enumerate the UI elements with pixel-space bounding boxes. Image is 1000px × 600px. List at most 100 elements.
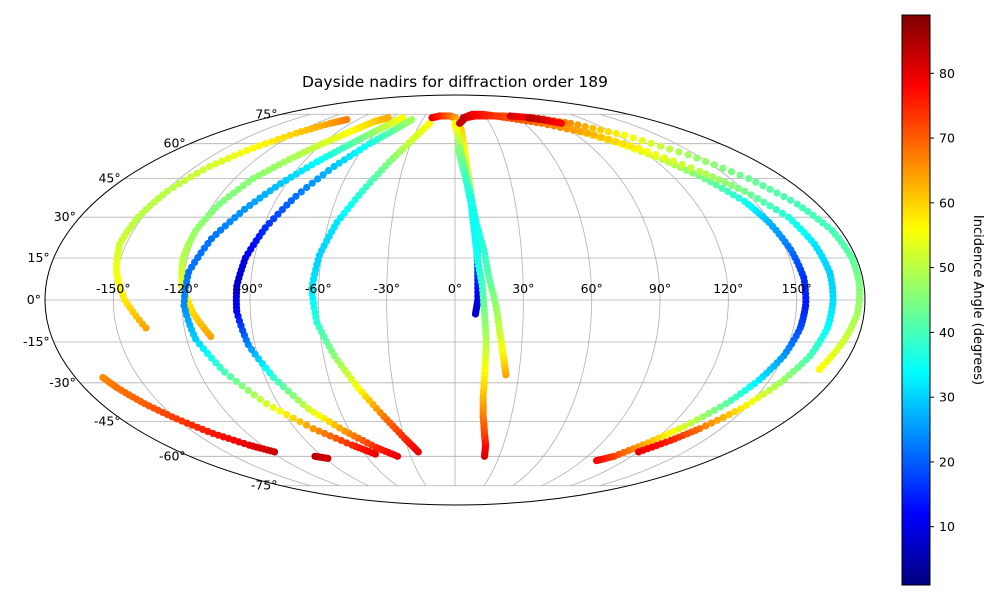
data-point <box>256 395 264 403</box>
colorbar-tick-label: 50 <box>939 260 955 275</box>
data-point <box>652 150 660 159</box>
colorbar-label: Incidence Angle (degrees) <box>970 215 985 385</box>
data-point <box>819 219 827 227</box>
data-point <box>721 178 730 187</box>
data-point <box>737 405 745 413</box>
longitude-tick-labels: -150° -120° -90° -60° -30° 0° 30° 60° 90° 120° 150… <box>96 281 812 296</box>
colorbar-tick-label: 80 <box>939 66 955 81</box>
data-point <box>315 411 323 419</box>
data-point <box>570 126 578 134</box>
latitude-tick-label: 60° <box>164 136 186 151</box>
data-point <box>294 396 302 404</box>
data-point <box>778 209 787 217</box>
data-point <box>693 154 701 162</box>
data-point <box>734 184 742 192</box>
data-point <box>276 407 284 415</box>
data-point <box>716 403 724 411</box>
data-point <box>747 191 755 199</box>
latitude-tick-label: -60° <box>159 448 186 463</box>
data-point <box>619 140 628 148</box>
data-point <box>238 382 246 390</box>
data-point <box>687 419 695 427</box>
data-point <box>771 383 779 391</box>
data-point <box>729 191 738 199</box>
data-point <box>343 439 351 447</box>
data-point <box>326 432 334 440</box>
data-point <box>319 171 327 179</box>
data-point <box>765 386 773 394</box>
data-point <box>760 390 768 398</box>
data-point <box>335 159 343 167</box>
data-point <box>804 207 812 216</box>
data-point <box>684 151 692 159</box>
data-point <box>604 128 612 136</box>
latitude-tick-labels: 75° 60° 45° 30° 15° 0° -15° -30° -45° -60° -75° <box>23 106 277 492</box>
longitude-tick-label: 120° <box>713 281 743 296</box>
data-point <box>815 365 824 373</box>
data-point <box>471 310 480 318</box>
data-point <box>249 144 257 152</box>
data-point <box>719 413 727 422</box>
data-point <box>719 164 727 172</box>
data-point <box>169 183 177 192</box>
data-point <box>666 145 674 153</box>
data-point <box>246 201 254 210</box>
data-point <box>284 387 292 395</box>
data-point <box>205 162 214 171</box>
data-point <box>282 176 290 184</box>
data-point <box>280 133 288 141</box>
data-point <box>163 187 171 195</box>
data-point <box>296 418 304 426</box>
data-point <box>208 354 216 362</box>
data-point <box>203 349 211 357</box>
latitude-tick-label: -75° <box>251 478 278 493</box>
data-point <box>735 194 743 202</box>
longitude-tick-label: 60° <box>581 281 603 296</box>
latitude-tick-label: 30° <box>54 209 76 224</box>
data-point <box>274 210 282 218</box>
data-point <box>310 408 318 416</box>
data-point <box>212 359 220 367</box>
colorbar-tick-label: 30 <box>939 390 955 405</box>
data-point <box>221 368 229 376</box>
data-point <box>612 129 620 138</box>
data-point <box>244 386 252 394</box>
data-point <box>231 214 239 222</box>
data-point <box>287 197 295 205</box>
data-point <box>635 144 643 152</box>
data-point <box>766 202 774 210</box>
data-point <box>408 116 416 124</box>
data-point <box>251 198 259 206</box>
data-point <box>212 160 220 168</box>
data-point <box>773 189 781 197</box>
data-point <box>340 156 348 164</box>
data-point <box>303 183 311 192</box>
data-point <box>308 161 316 169</box>
data-point <box>583 129 592 137</box>
data-point <box>212 230 220 239</box>
data-point <box>740 187 749 195</box>
data-point <box>675 148 683 156</box>
data-point <box>731 408 739 416</box>
longitude-tick-label: 0° <box>448 281 462 296</box>
data-point <box>753 194 762 203</box>
data-point <box>589 124 597 132</box>
data-point <box>702 422 710 430</box>
colorbar-tick-label: 10 <box>939 519 955 534</box>
data-point <box>187 173 195 181</box>
data-point <box>693 416 701 424</box>
data-point <box>725 411 733 419</box>
data-point <box>175 180 183 188</box>
data-point <box>702 157 710 166</box>
data-point <box>638 137 646 145</box>
data-point <box>297 167 306 175</box>
data-point <box>271 183 279 191</box>
data-point <box>324 454 332 462</box>
data-point <box>309 425 317 433</box>
data-point <box>713 416 722 424</box>
data-point <box>752 178 760 186</box>
data-point <box>772 206 780 214</box>
longitude-tick-label: -150° <box>96 281 131 296</box>
data-point <box>261 140 270 148</box>
data-point <box>574 121 582 129</box>
